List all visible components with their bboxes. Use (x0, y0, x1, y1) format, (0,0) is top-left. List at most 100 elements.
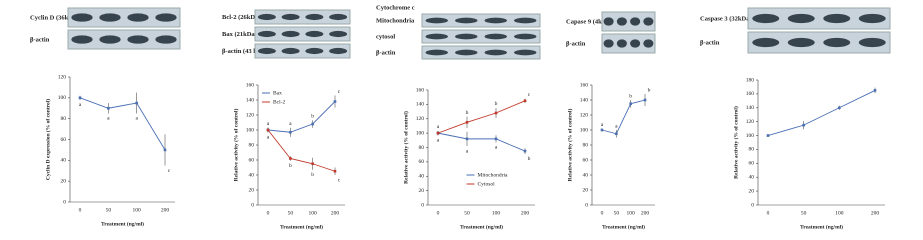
y-tick-label: 160 (746, 91, 755, 97)
blot-band (643, 39, 654, 48)
significance-letter: a (495, 145, 498, 151)
blot-band (858, 37, 886, 48)
blot-band (257, 13, 276, 21)
point (107, 106, 110, 110)
point (333, 100, 337, 103)
x-tick-label: 50 (801, 210, 807, 216)
blot-strip (421, 29, 541, 44)
significance-letter: c (168, 168, 171, 174)
y-tick-label: 160 (246, 82, 255, 88)
blot-strip (67, 7, 181, 28)
y-axis-label: Relative activity (% of control) (566, 109, 573, 182)
point (600, 128, 604, 132)
y-tick-label: 20 (749, 188, 755, 194)
y-tick-label: 140 (746, 105, 755, 111)
point (494, 137, 498, 141)
blot-band (858, 13, 886, 24)
blot-band (127, 35, 149, 44)
blot-band (99, 35, 121, 44)
blot-label: Mitochondria (376, 18, 415, 25)
blot-band (455, 17, 478, 24)
x-tick-label: 0 (437, 210, 440, 216)
blot-strip (601, 11, 656, 32)
x-tick-label: 50 (614, 210, 620, 216)
significance-letter: a (615, 123, 618, 129)
x-tick-label: 0 (267, 210, 270, 216)
significance-letter: b (629, 93, 632, 99)
significance-letter: a (466, 148, 469, 154)
blot-title: Cytochrome c (376, 4, 415, 11)
significance-letter: a (437, 138, 440, 144)
y-tick-label: 0 (751, 202, 754, 208)
significance-letter: c (528, 92, 531, 98)
blot-strip (421, 45, 541, 60)
series-line (767, 90, 876, 136)
significance-letter: a (107, 116, 110, 122)
blot-band (329, 47, 348, 55)
legend-label: Mitochondria (478, 172, 508, 178)
y-tick-label: 40 (749, 174, 755, 180)
y-tick-label: 120 (580, 112, 589, 118)
blot-band (127, 13, 149, 22)
blot-band (603, 39, 614, 48)
y-tick-label: 100 (580, 127, 589, 133)
point (629, 102, 632, 106)
blot-label: β-actin (376, 50, 396, 57)
significance-letter: b (466, 110, 469, 116)
y-tick-label: 120 (58, 74, 67, 80)
significance-letter: b (289, 163, 292, 169)
x-tick-label: 200 (161, 207, 170, 213)
y-tick-label: 120 (416, 116, 425, 122)
legend-label: Bcl-2 (273, 99, 285, 105)
blot-strip (254, 9, 351, 25)
blot-band (643, 17, 654, 26)
x-tick-label: 50 (288, 210, 294, 216)
legend-label: Bax (273, 90, 282, 96)
x-tick-label: 0 (767, 210, 770, 216)
x-tick-label: 100 (492, 210, 501, 216)
point (873, 89, 877, 92)
blot-band (787, 37, 815, 48)
blot-band (155, 35, 177, 44)
blot-band (823, 37, 851, 48)
blot-band (603, 17, 614, 26)
point (78, 96, 82, 100)
point (333, 169, 337, 173)
x-axis-label: Treatment (ng/ml) (280, 223, 323, 230)
point (311, 122, 314, 126)
point (802, 123, 805, 127)
y-tick-label: 140 (580, 97, 589, 103)
point (494, 111, 498, 115)
series-line (267, 101, 336, 133)
significance-letter: b (311, 172, 314, 178)
blot-band (71, 13, 93, 22)
significance-letter: a (135, 116, 138, 122)
blot-band (616, 39, 627, 48)
blot-band (305, 13, 324, 21)
y-tick-label: 0 (585, 202, 588, 208)
blot-band (281, 47, 300, 55)
significance-letter: a (79, 102, 82, 108)
significance-letter: b (648, 87, 651, 93)
x-axis-label: Treatment (ng/ml) (460, 223, 503, 230)
x-tick-label: 0 (79, 207, 82, 213)
point (766, 134, 770, 137)
x-axis-label: Treatment (ng/ml) (602, 223, 645, 230)
point (465, 137, 469, 141)
blot-band (329, 30, 348, 38)
point (615, 132, 618, 136)
x-tick-label: 50 (106, 207, 112, 213)
y-tick-label: 120 (746, 119, 755, 125)
legend-label: Cytosol (478, 181, 496, 187)
point (838, 106, 841, 110)
x-tick-label: 200 (871, 210, 880, 216)
y-tick-label: 20 (249, 187, 255, 193)
x-axis-label: Treatment (ng/ml) (800, 223, 843, 230)
significance-letter: a (601, 122, 604, 128)
blot-strip (601, 33, 656, 54)
blot-strip (254, 43, 351, 59)
x-tick-label: 100 (627, 210, 636, 216)
blot-band (484, 49, 507, 56)
